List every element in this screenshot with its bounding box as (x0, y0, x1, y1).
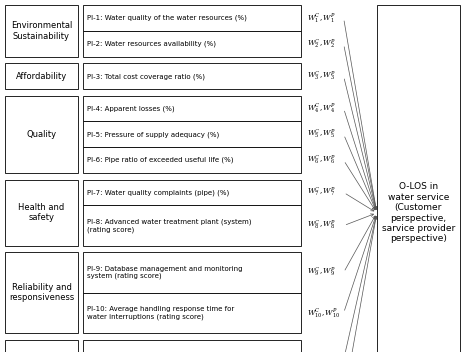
Text: PI-10: Average handling response time for
water interruptions (rating score): PI-10: Average handling response time fo… (87, 306, 234, 320)
Text: PI-6: Pipe ratio of exceeded useful life (%): PI-6: Pipe ratio of exceeded useful life… (87, 157, 233, 163)
Text: $W_4^C, W_4^P$: $W_4^C, W_4^P$ (307, 102, 336, 115)
Text: $W_2^C, W_2^P$: $W_2^C, W_2^P$ (307, 37, 336, 51)
FancyBboxPatch shape (83, 31, 301, 57)
FancyBboxPatch shape (83, 340, 301, 352)
Text: Reliability and
responsiveness: Reliability and responsiveness (9, 283, 74, 302)
FancyBboxPatch shape (83, 252, 301, 293)
FancyBboxPatch shape (83, 5, 301, 31)
Text: PI-1: Water quality of the water resources (%): PI-1: Water quality of the water resourc… (87, 15, 246, 21)
Text: PI-8: Advanced water treatment plant (system)
(rating score): PI-8: Advanced water treatment plant (sy… (87, 219, 251, 233)
Text: PI-5: Pressure of supply adequacy (%): PI-5: Pressure of supply adequacy (%) (87, 131, 219, 138)
FancyBboxPatch shape (5, 340, 78, 352)
FancyBboxPatch shape (377, 5, 460, 352)
FancyBboxPatch shape (83, 147, 301, 173)
Text: PI-4: Apparent losses (%): PI-4: Apparent losses (%) (87, 105, 174, 112)
FancyBboxPatch shape (83, 180, 301, 206)
FancyBboxPatch shape (5, 180, 78, 246)
FancyBboxPatch shape (5, 96, 78, 173)
FancyBboxPatch shape (83, 293, 301, 333)
Text: $W_3^C, W_3^P$: $W_3^C, W_3^P$ (307, 70, 336, 83)
Text: Health and
safety: Health and safety (18, 203, 64, 222)
FancyBboxPatch shape (83, 121, 301, 147)
Text: $W_5^C, W_5^P$: $W_5^C, W_5^P$ (307, 128, 336, 141)
Text: $W_6^C, W_6^P$: $W_6^C, W_6^P$ (307, 153, 336, 167)
Text: Quality: Quality (27, 130, 56, 139)
Text: PI-7: Water quality complaints (pipe) (%): PI-7: Water quality complaints (pipe) (%… (87, 189, 229, 196)
Text: $W_9^C, W_9^P$: $W_9^C, W_9^P$ (307, 266, 336, 279)
Text: Affordability: Affordability (16, 72, 67, 81)
FancyBboxPatch shape (83, 96, 301, 121)
Text: $W_1^C, W_1^P$: $W_1^C, W_1^P$ (307, 11, 336, 25)
FancyBboxPatch shape (83, 63, 301, 89)
Text: PI-2: Water resources availability (%): PI-2: Water resources availability (%) (87, 41, 216, 47)
Text: $W_{10}^C, W_{10}^P$: $W_{10}^C, W_{10}^P$ (307, 306, 340, 320)
Text: PI-9: Database management and monitoring
system (rating score): PI-9: Database management and monitoring… (87, 266, 242, 279)
Text: Environmental
Sustainability: Environmental Sustainability (11, 21, 72, 41)
Text: $W_7^C, W_7^P$: $W_7^C, W_7^P$ (307, 186, 336, 199)
Text: O-LOS in
water service
(Customer
perspective,
sarvice provider
perspective): O-LOS in water service (Customer perspec… (382, 182, 455, 243)
FancyBboxPatch shape (5, 252, 78, 333)
FancyBboxPatch shape (5, 5, 78, 57)
FancyBboxPatch shape (5, 63, 78, 89)
Text: $W_8^C, W_8^P$: $W_8^C, W_8^P$ (307, 219, 336, 232)
FancyBboxPatch shape (83, 206, 301, 246)
Text: PI-3: Total cost coverage ratio (%): PI-3: Total cost coverage ratio (%) (87, 73, 205, 80)
